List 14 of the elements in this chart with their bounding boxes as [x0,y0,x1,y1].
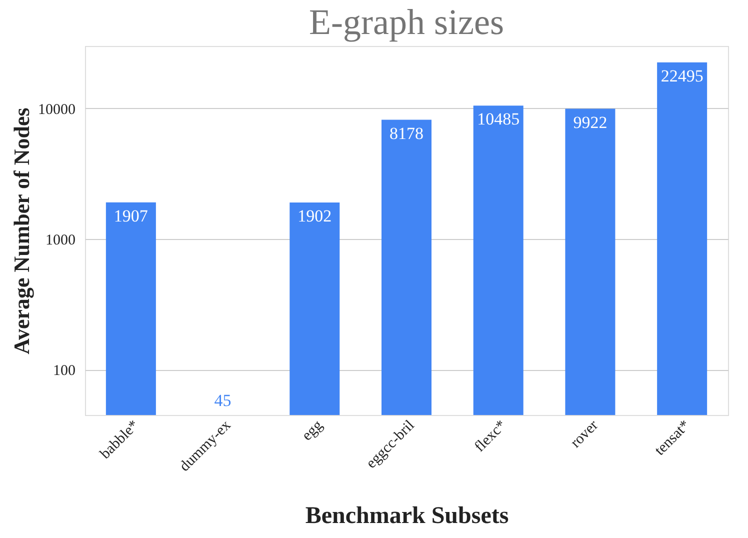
y-tick-label: 10000 [38,102,76,118]
y-tick-label: 100 [53,363,76,380]
data-label: 1902 [298,206,332,226]
chart-title: E-graph sizes [309,2,504,42]
data-label: 22495 [660,66,704,86]
x-tick-label: egg [299,417,326,444]
y-tick-label: 1000 [46,232,76,249]
data-label: 10485 [477,110,520,129]
data-label: 8178 [390,124,424,143]
y-axis-title: Average Number of Nodes [9,107,34,354]
data-label: 9922 [573,112,608,132]
x-axis-title: Benchmark Subsets [305,503,509,530]
data-label: 45 [214,391,232,410]
data-label: 1907 [114,206,148,226]
